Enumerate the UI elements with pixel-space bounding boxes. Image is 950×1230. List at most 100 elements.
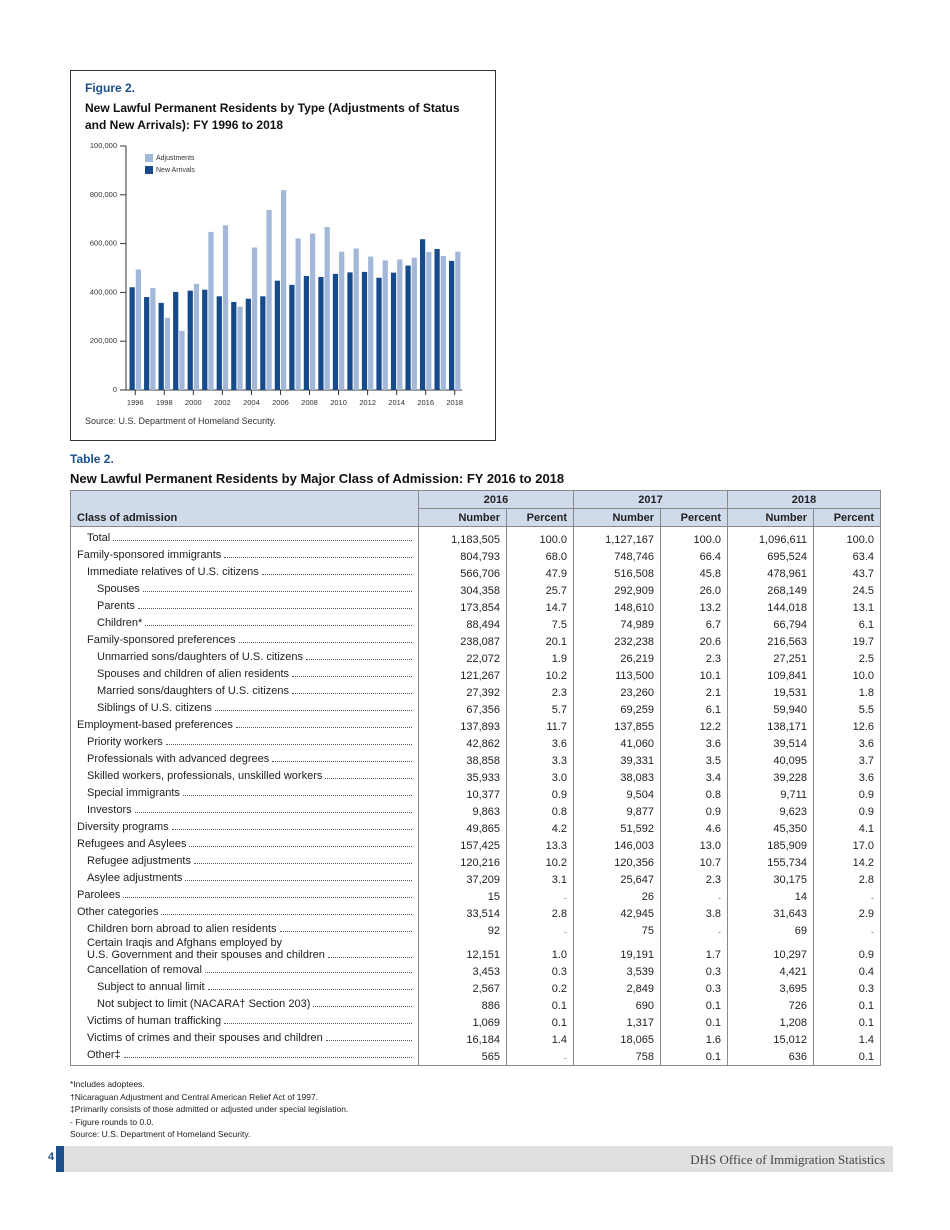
data-cell: 25.7	[505, 580, 575, 597]
row-label: Parents	[97, 599, 135, 612]
row-label-cell: Total	[70, 526, 419, 546]
row-label: Not subject to limit (NACARA† Section 20…	[97, 997, 311, 1010]
data-cell: 14	[727, 886, 815, 903]
bar	[158, 302, 164, 390]
data-cell: 0.1	[813, 1046, 882, 1066]
leader-dots	[292, 675, 412, 677]
bar	[419, 239, 426, 390]
data-cell: 14.2	[813, 852, 882, 869]
data-cell: 7.5	[505, 614, 575, 631]
label-line: Spouses and children of alien residents	[97, 668, 412, 680]
data-cell: 15	[418, 886, 507, 903]
label-line: Family-sponsored immigrants	[77, 549, 412, 561]
leader-dots	[291, 692, 412, 694]
legend-label: New Arrivals	[156, 167, 195, 174]
bar	[173, 291, 179, 390]
data-cell: 41,060	[573, 733, 662, 750]
row-label: Siblings of U.S. citizens	[97, 701, 212, 714]
data-cell: 15,012	[727, 1029, 815, 1046]
data-cell: 292,909	[573, 580, 662, 597]
legend-label: Adjustments	[156, 155, 195, 162]
footnotes: *Includes adoptees. †Nicaraguan Adjustmen…	[70, 1078, 348, 1141]
data-cell: 2,849	[573, 978, 662, 995]
page-number: 4	[48, 1151, 55, 1163]
label-line: Investors	[87, 804, 412, 816]
row-label: Other‡	[87, 1048, 121, 1061]
footnote: *Includes adoptees.	[70, 1079, 145, 1089]
leader-dots	[182, 794, 412, 796]
data-cell: 69	[727, 920, 815, 937]
table-row: Immediate relatives of U.S. citizens 566,…	[70, 563, 882, 580]
data-cell: 3.8	[660, 903, 729, 920]
data-cell: 42,945	[573, 903, 662, 920]
data-cell: 3.7	[813, 750, 882, 767]
row-label-cell: Unmarried sons/daughters of U.S. citizen…	[70, 648, 419, 665]
data-cell: 19.7	[813, 631, 882, 648]
data-cell: 4.6	[660, 818, 729, 835]
bar	[434, 248, 440, 390]
data-cell: 157,425	[418, 835, 507, 852]
x-tick-label: 2010	[330, 398, 347, 407]
data-cell: 67,356	[418, 699, 507, 716]
label-line: Subject to annual limit	[97, 981, 412, 993]
row-label: Refugees and Asylees	[77, 837, 187, 850]
label-line: U.S. Government and their spouses and ch…	[87, 949, 412, 961]
row-label-cell: Victims of crimes and their spouses and …	[70, 1029, 419, 1046]
row-label: Employment-based preferences	[77, 718, 233, 731]
data-cell: 1.7	[660, 937, 729, 961]
row-label-cell: Spouses and children of alien residents	[70, 665, 419, 682]
row-label: Family-sponsored preferences	[87, 633, 236, 646]
label-line: Other‡	[87, 1049, 412, 1061]
leader-dots	[272, 760, 412, 762]
row-label-cell: Employment-based preferences	[70, 716, 419, 733]
label-line: Skilled workers, professionals, unskille…	[87, 770, 412, 782]
data-cell: 2,567	[418, 978, 507, 995]
row-label-cell: Asylee adjustments	[70, 869, 419, 886]
bar	[164, 317, 171, 390]
label-line: Parolees	[77, 889, 412, 901]
label-line: Special immigrants	[87, 787, 412, 799]
data-cell: 2.9	[813, 903, 882, 920]
label-line: Priority workers	[87, 736, 412, 748]
data-cell: 17.0	[813, 835, 882, 852]
header-row: Class of admission 2016 2017 2018	[70, 490, 882, 527]
table-row: Diversity programs 49,865 4.2 51,592 4.6 45,3…	[70, 818, 882, 835]
data-cell: 146,003	[573, 835, 662, 852]
data-cell: -	[505, 920, 575, 937]
bar	[368, 256, 374, 390]
label-line: Children born abroad to alien residents	[87, 923, 412, 935]
data-cell: 11.7	[505, 716, 575, 733]
leader-dots	[142, 590, 412, 592]
data-cell: 268,149	[727, 580, 815, 597]
table-row: Not subject to limit (NACARA† Section 20…	[70, 995, 882, 1012]
data-cell: 74,989	[573, 614, 662, 631]
data-cell: 0.8	[505, 801, 575, 818]
x-tick-label: 2018	[446, 398, 463, 407]
data-cell: 3,453	[418, 961, 507, 978]
table-row: Spouses and children of alien residents 1…	[70, 665, 882, 682]
label-line: Cancellation of removal	[87, 964, 412, 976]
bar	[382, 260, 388, 390]
data-cell: 0.8	[660, 784, 729, 801]
data-cell: 13.2	[660, 597, 729, 614]
bar	[426, 251, 432, 390]
data-cell: 138,171	[727, 716, 815, 733]
row-label: Skilled workers, professionals, unskille…	[87, 769, 323, 782]
data-cell: 100.0	[813, 526, 882, 546]
row-label: Priority workers	[87, 735, 163, 748]
leader-dots	[313, 1005, 412, 1007]
header-row: Number Percent Number Percent Number Percent	[71, 508, 882, 527]
row-label-cell: Certain Iraqis and Afghans employed by U.…	[70, 937, 419, 961]
data-cell: 40,095	[727, 750, 815, 767]
row-label: Victims of human trafficking	[87, 1014, 222, 1027]
leader-dots	[123, 1056, 412, 1058]
bar	[295, 238, 301, 390]
data-cell: 137,893	[418, 716, 507, 733]
row-label-cell: Professionals with advanced degrees	[70, 750, 419, 767]
bar	[231, 301, 237, 390]
data-cell: 13.0	[660, 835, 729, 852]
data-cell: 47.9	[505, 563, 575, 580]
label-line: Married sons/daughters of U.S. citizens	[97, 685, 412, 697]
bar	[361, 271, 368, 390]
data-cell: 37,209	[418, 869, 507, 886]
